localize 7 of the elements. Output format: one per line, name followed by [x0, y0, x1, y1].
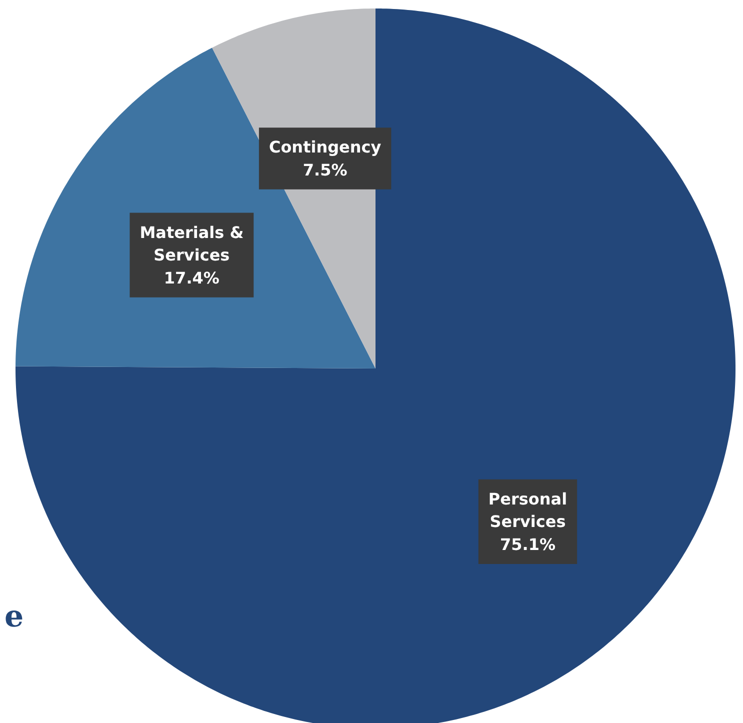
slice-label: Personal Services	[488, 489, 568, 532]
slice-label: Contingency	[268, 138, 382, 157]
text: e	[4, 600, 24, 634]
slice-label: Materials & Services	[140, 222, 244, 265]
data-label: 75.1%	[500, 535, 556, 554]
data-label: 17.4%	[164, 268, 220, 288]
data-label: 7.5%	[302, 160, 348, 180]
